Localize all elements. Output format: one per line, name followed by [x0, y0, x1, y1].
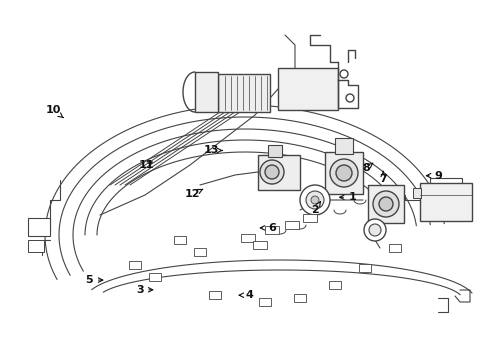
FancyBboxPatch shape: [285, 221, 299, 229]
Text: 12: 12: [184, 189, 203, 199]
Text: 1: 1: [340, 192, 357, 202]
FancyBboxPatch shape: [253, 241, 267, 249]
FancyBboxPatch shape: [329, 281, 341, 289]
Circle shape: [311, 196, 319, 204]
FancyBboxPatch shape: [368, 185, 404, 223]
Text: 7: 7: [379, 171, 387, 184]
Text: 2: 2: [311, 202, 320, 215]
FancyBboxPatch shape: [174, 236, 186, 244]
Circle shape: [306, 191, 324, 209]
Text: 10: 10: [45, 105, 63, 118]
FancyBboxPatch shape: [258, 155, 300, 190]
FancyBboxPatch shape: [268, 145, 282, 157]
Text: 6: 6: [260, 223, 276, 233]
Circle shape: [260, 160, 284, 184]
FancyBboxPatch shape: [325, 152, 363, 194]
FancyBboxPatch shape: [28, 218, 50, 236]
FancyBboxPatch shape: [420, 183, 472, 221]
Text: 3: 3: [136, 285, 153, 295]
Circle shape: [336, 165, 352, 181]
FancyBboxPatch shape: [303, 214, 317, 222]
FancyBboxPatch shape: [278, 68, 338, 110]
Text: 9: 9: [426, 171, 442, 181]
FancyBboxPatch shape: [209, 291, 221, 299]
Polygon shape: [195, 72, 218, 112]
Text: 11: 11: [138, 160, 154, 170]
FancyBboxPatch shape: [359, 264, 371, 272]
FancyBboxPatch shape: [389, 244, 401, 252]
Circle shape: [346, 94, 354, 102]
Circle shape: [300, 185, 330, 215]
FancyBboxPatch shape: [129, 261, 141, 269]
FancyBboxPatch shape: [28, 240, 44, 252]
Circle shape: [364, 219, 386, 241]
FancyBboxPatch shape: [265, 226, 279, 234]
Circle shape: [340, 70, 348, 78]
FancyBboxPatch shape: [413, 188, 421, 198]
FancyBboxPatch shape: [194, 248, 206, 256]
Circle shape: [373, 191, 399, 217]
Circle shape: [379, 197, 393, 211]
Text: 4: 4: [239, 290, 254, 300]
FancyBboxPatch shape: [149, 273, 161, 281]
Text: 8: 8: [362, 163, 373, 174]
Circle shape: [369, 224, 381, 236]
Circle shape: [265, 165, 279, 179]
FancyBboxPatch shape: [218, 74, 270, 112]
FancyBboxPatch shape: [294, 294, 306, 302]
FancyBboxPatch shape: [259, 298, 271, 306]
FancyBboxPatch shape: [241, 234, 255, 242]
Text: 13: 13: [204, 145, 222, 156]
Circle shape: [330, 159, 358, 187]
Text: 5: 5: [85, 275, 103, 285]
FancyBboxPatch shape: [335, 138, 353, 154]
